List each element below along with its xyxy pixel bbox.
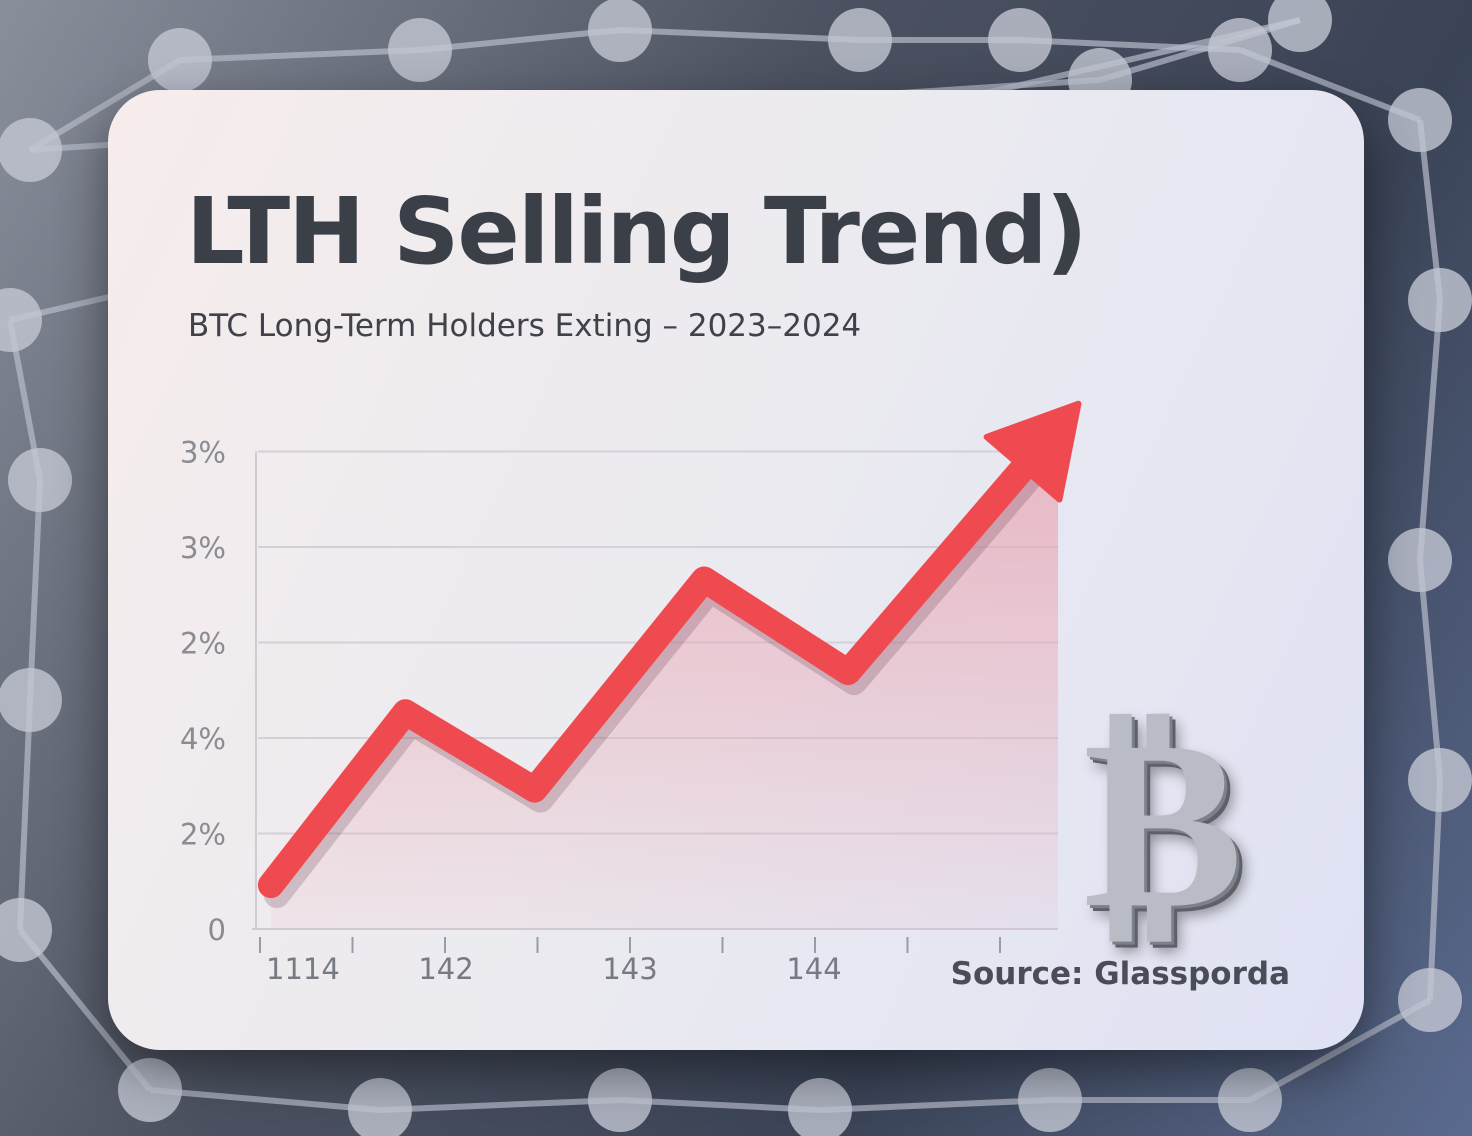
network-edge: [819, 1097, 1051, 1113]
network-node: [1388, 528, 1452, 592]
network-node: [588, 0, 652, 62]
area-fill: [270, 449, 1058, 929]
network-node: [988, 8, 1052, 72]
network-node: [828, 8, 892, 72]
network-node: [118, 1058, 182, 1122]
network-node: [348, 1078, 412, 1136]
network-edge: [1238, 47, 1422, 123]
network-edge: [379, 1097, 621, 1113]
network-edge: [149, 1087, 381, 1113]
line-chart: 0 2% 4% 2% 3% 3% 1114 142 143 144: [180, 400, 1082, 986]
network-edge: [17, 699, 33, 931]
network-node: [0, 668, 62, 732]
x-tick-label: 143: [602, 952, 657, 986]
network-node: [0, 288, 42, 352]
network-node: [788, 1078, 852, 1136]
y-tick-label: 3%: [180, 531, 226, 565]
network-node: [8, 448, 72, 512]
network-edge: [619, 1097, 821, 1113]
y-tick-label: 2%: [180, 818, 226, 852]
network-node: [588, 1068, 652, 1132]
network-node: [1218, 1068, 1282, 1132]
network-node: [1388, 88, 1452, 152]
network-edge: [419, 27, 621, 53]
y-tick-label: 2%: [180, 627, 226, 661]
network-node: [388, 18, 452, 82]
network-node: [1018, 1068, 1082, 1132]
network-edge: [1417, 559, 1443, 781]
y-tick-label: 3%: [180, 436, 226, 470]
network-node: [1208, 18, 1272, 82]
network-node: [0, 898, 52, 962]
chart-subtitle: BTC Long-Term Holders Exting – 2023–2024: [188, 308, 862, 344]
network-node: [1408, 268, 1472, 332]
network-node: [148, 28, 212, 92]
bitcoin-icon: ₿: [1083, 680, 1244, 962]
network-edge: [179, 47, 421, 63]
y-tick-label: 4%: [180, 722, 226, 756]
network-node: [1398, 968, 1462, 1032]
network-node: [1268, 0, 1332, 52]
source-label: Source: Glassporda: [950, 956, 1290, 992]
network-edge: [1427, 779, 1443, 1001]
network-edge: [27, 479, 43, 701]
network-edge: [1099, 17, 1301, 83]
x-tick-label: 142: [418, 952, 473, 986]
data-line: [257, 436, 1053, 899]
network-edge: [1248, 997, 1432, 1103]
y-tick-label: 0: [208, 913, 226, 947]
network-edge: [17, 928, 153, 1092]
chart-title: LTH Selling Trend): [186, 178, 1088, 285]
network-node: [0, 118, 62, 182]
chart-card: LTH Selling Trend) BTC Long-Term Holders…: [108, 90, 1364, 1050]
network-edge: [619, 27, 861, 43]
x-tick-label: 1114: [266, 952, 340, 986]
network-node: [1408, 748, 1472, 812]
network-edge: [1417, 299, 1443, 561]
arrow-head: [983, 400, 1082, 503]
x-tick-label: 144: [786, 952, 841, 986]
